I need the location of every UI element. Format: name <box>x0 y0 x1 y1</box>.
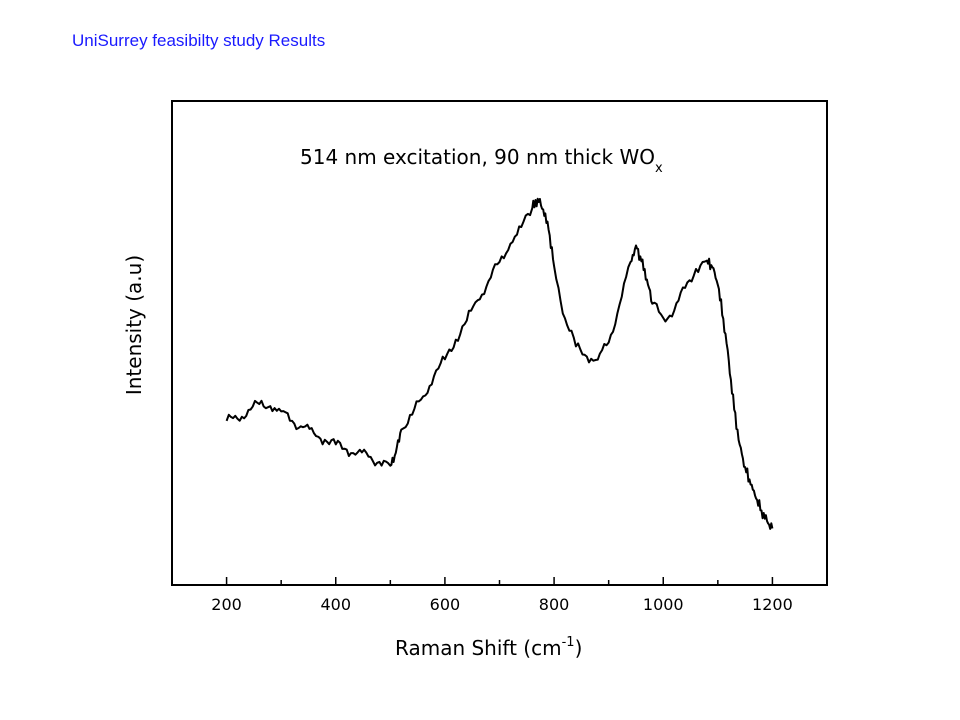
page-heading: UniSurrey feasibilty study Results <box>72 31 326 50</box>
y-axis-label: Intensity (a.u) <box>122 255 146 395</box>
x-tick-label-1200: 1200 <box>752 595 793 614</box>
x-tick-label-800: 800 <box>539 595 570 614</box>
x-axis-tick-labels: 200 400 600 800 1000 1200 <box>211 595 792 614</box>
spectrum-line <box>225 197 774 530</box>
x-tick-label-200: 200 <box>211 595 242 614</box>
x-tick-label-600: 600 <box>430 595 461 614</box>
x-tick-label-400: 400 <box>320 595 351 614</box>
chart-title: 514 nm excitation, 90 nm thick WOx <box>300 145 663 176</box>
x-axis-ticks <box>171 577 828 585</box>
x-tick-label-1000: 1000 <box>643 595 684 614</box>
plot-frame <box>171 100 828 586</box>
x-axis-label: Raman Shift (cm-1) <box>395 635 582 660</box>
